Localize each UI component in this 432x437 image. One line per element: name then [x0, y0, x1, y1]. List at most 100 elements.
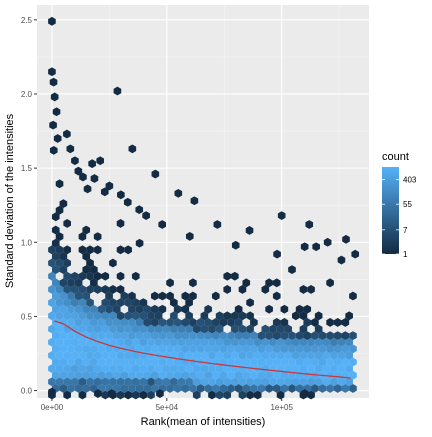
hex-cell: [70, 324, 79, 334]
hex-cell: [173, 357, 182, 367]
hex-cell: [337, 337, 346, 347]
hex-cell: [70, 351, 79, 360]
hex-cell: [59, 278, 68, 288]
hex-cell: [208, 351, 216, 360]
hex-cell: [177, 351, 186, 360]
hex-cell: [231, 337, 239, 347]
hex-cell: [97, 318, 106, 327]
hex-cell: [326, 357, 334, 367]
hex-cell: [78, 271, 87, 281]
hex-cell: [272, 331, 281, 341]
hex-cell: [128, 370, 136, 380]
hex-cell-outlier: [305, 220, 314, 229]
hex-cell: [314, 311, 323, 321]
hex-cell: [128, 304, 136, 314]
hex-cell: [55, 377, 64, 387]
hex-cell: [200, 337, 209, 347]
hex-cell: [105, 331, 113, 341]
hex-cell: [189, 370, 197, 380]
hex-cell: [151, 384, 159, 393]
hex-cell: [173, 331, 182, 341]
hex-cell: [105, 357, 113, 367]
hex-cell: [238, 285, 247, 294]
hex-cell: [303, 318, 312, 327]
hex-cell: [59, 291, 68, 301]
hex-cell: [55, 258, 64, 268]
hex-cell: [147, 390, 155, 400]
hex-cell: [280, 304, 289, 314]
hex-cell-outlier: [277, 211, 286, 220]
hex-cell: [349, 291, 357, 301]
hex-cell: [337, 364, 346, 374]
hex-cell: [86, 324, 94, 334]
hex-cell: [101, 377, 110, 387]
hex-cell: [246, 337, 254, 347]
hex-cell: [196, 370, 205, 380]
hex-cell: [185, 364, 193, 374]
hex-cell: [227, 344, 235, 354]
hex-cell: [135, 384, 144, 393]
hex-cell-outlier: [88, 159, 96, 169]
hex-cell: [124, 324, 132, 334]
hex-cell: [311, 357, 319, 367]
hex-cell: [93, 311, 102, 321]
hex-cell: [158, 318, 167, 327]
hex-cell: [116, 219, 125, 228]
hex-cell: [51, 304, 60, 314]
hex-cell: [48, 311, 56, 321]
hex-cell: [219, 318, 228, 327]
hex-cell: [74, 318, 83, 327]
hex-cell-outlier: [300, 242, 309, 252]
hex-cell-outlier: [50, 92, 59, 102]
hex-cell: [242, 384, 251, 393]
hex-cell: [116, 324, 125, 334]
hex-cell: [246, 311, 254, 321]
hex-cell: [280, 384, 289, 393]
hex-cell: [101, 271, 110, 281]
hex-cell: [59, 304, 68, 314]
hex-cell: [341, 331, 350, 341]
hex-cell: [333, 357, 342, 367]
hex-cell: [208, 324, 216, 334]
hex-cell: [120, 384, 129, 393]
hex-cell: [109, 337, 117, 347]
hex-cell: [128, 318, 136, 327]
hex-cell: [246, 351, 254, 360]
hex-cell: [284, 364, 292, 374]
hex-cell: [162, 377, 171, 387]
legend-tick-label: 7: [403, 226, 408, 235]
hex-cell: [242, 370, 251, 380]
hex-cell: [311, 344, 319, 354]
hex-cell: [246, 377, 254, 387]
hex-cell: [295, 344, 304, 354]
hex-cell: [341, 318, 350, 327]
hex-cell: [166, 291, 174, 301]
hex-cell: [74, 344, 83, 354]
hex-cell: [135, 318, 144, 327]
hex-cell: [242, 357, 251, 367]
hex-cell: [90, 318, 98, 327]
hex-cell: [112, 304, 121, 314]
hex-cell: [238, 377, 247, 387]
hex-cell: [318, 384, 327, 393]
hex-cell: [101, 298, 110, 308]
hex-cell: [131, 311, 140, 321]
hex-cell: [200, 364, 209, 374]
hex-cell: [55, 337, 64, 347]
hex-cell: [223, 351, 232, 360]
hex-cell: [295, 357, 304, 367]
hex-cell: [177, 377, 186, 387]
hex-cell: [143, 331, 152, 341]
hex-cell: [109, 351, 117, 360]
hex-cell: [51, 252, 60, 261]
hex-cell: [139, 364, 148, 374]
hex-cell: [242, 331, 251, 341]
hex-cell: [55, 324, 64, 334]
legend-tick-label: 55: [403, 200, 412, 209]
hex-cell: [288, 384, 296, 393]
hex-cell: [51, 370, 60, 380]
hex-cell: [196, 331, 205, 341]
hex-cell: [124, 337, 132, 347]
hex-cell-outlier: [79, 172, 87, 182]
